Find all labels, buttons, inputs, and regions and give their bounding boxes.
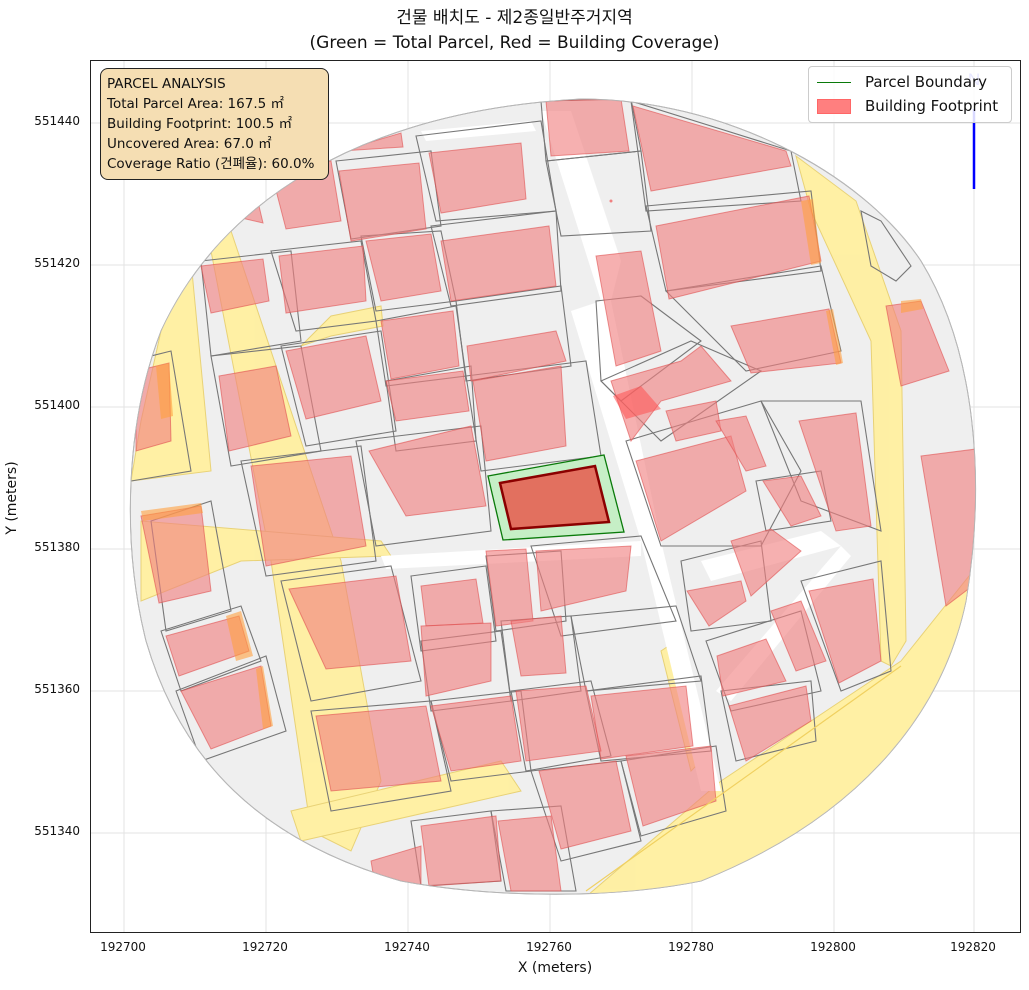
xtick-label: 192780 [668, 940, 714, 954]
xtick-label: 192720 [242, 940, 288, 954]
ytick-label: 551380 [34, 540, 80, 554]
overlap-patches [141, 199, 923, 729]
x-axis-label: X (meters) [517, 960, 593, 976]
y-axis-label: Y (meters) [4, 461, 20, 535]
point-marker [609, 199, 613, 203]
legend-item-building: Building Footprint [817, 95, 998, 117]
road-small-west [300, 305, 384, 347]
info-uncovered: Uncovered Area: 67.0 ㎡ [107, 136, 272, 152]
legend: Parcel Boundary Building Footprint [808, 66, 1012, 123]
map-plot-area: N [90, 60, 1021, 933]
building-footprints [135, 99, 976, 892]
site-map: N [91, 61, 1020, 932]
xtick-label: 192760 [526, 940, 572, 954]
road-line-southeast [585, 665, 902, 892]
chart-title: 건물 배치도 - 제2종일반주거지역 [396, 8, 633, 28]
highlight-extra [613, 386, 661, 419]
legend-line-swatch [817, 81, 851, 83]
ytick-label: 551360 [34, 682, 80, 696]
parcel-lines [130, 99, 912, 892]
legend-label-building: Building Footprint [865, 97, 999, 115]
ytick-label: 551340 [34, 824, 80, 838]
xtick-label: 192820 [950, 940, 996, 954]
site-boundary [130, 98, 976, 895]
info-footprint: Building Footprint: 100.5 ㎡ [107, 116, 293, 132]
info-total-area: Total Parcel Area: 167.5 ㎡ [107, 96, 284, 112]
parcel-analysis-box: PARCEL ANALYSIS Total Parcel Area: 167.5… [100, 68, 329, 180]
info-heading: PARCEL ANALYSIS [107, 76, 226, 92]
target-building [498, 464, 611, 531]
legend-label-parcel: Parcel Boundary [865, 73, 988, 91]
ytick-label: 551420 [34, 256, 80, 270]
legend-item-parcel: Parcel Boundary [817, 71, 987, 93]
info-coverage-ratio: Coverage Ratio (건폐율): 60.0% [107, 156, 315, 172]
legend-patch-swatch [817, 98, 851, 114]
ytick-label: 551440 [34, 114, 80, 128]
xtick-label: 192740 [384, 940, 430, 954]
xtick-label: 192800 [810, 940, 856, 954]
chart-subtitle: (Green = Total Parcel, Red = Building Co… [309, 33, 720, 53]
xtick-label: 192700 [100, 940, 146, 954]
ytick-label: 551400 [34, 398, 80, 412]
